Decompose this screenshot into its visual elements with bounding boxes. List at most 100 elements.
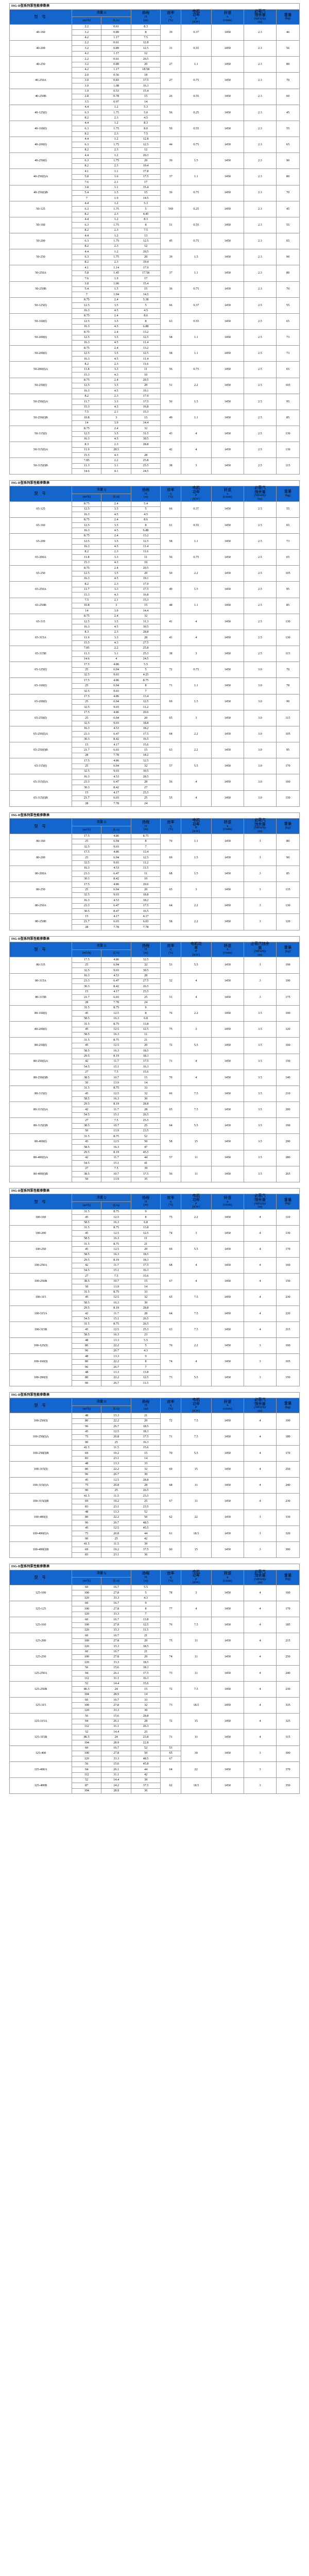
- cell-head: 4.3: [130, 1348, 161, 1354]
- cell-speed: 1450: [211, 1745, 244, 1762]
- cell-npsh: 3.5: [243, 1005, 277, 1022]
- cell-npsh: 3.0: [243, 662, 277, 679]
- cell-flow-m3h: 23.3: [72, 903, 102, 909]
- cell-model: 40-200: [9, 40, 73, 57]
- cell-speed: 1450: [211, 1429, 244, 1446]
- cell-speed: 1450: [211, 1761, 244, 1778]
- cell-flow-ls: 3.9: [101, 608, 131, 614]
- header-power-cn2: 功率: [192, 1573, 200, 1578]
- cell-weight: 115: [276, 646, 300, 663]
- cell-power: 2.2: [180, 913, 212, 930]
- cell-flow-m3h: 3.8: [72, 184, 102, 191]
- cell-flow-ls: 4.17: [101, 742, 131, 748]
- cell-efficiency: 55: [160, 790, 181, 807]
- cell-flow-m3h: 48: [72, 1509, 102, 1515]
- cell-flow-m3h: 58.5: [72, 1219, 102, 1226]
- cell-flow-ls: 1.2: [101, 200, 131, 207]
- cell-flow-ls: 13.3: [101, 1413, 131, 1419]
- cell-weight: 250: [276, 1461, 300, 1478]
- cell-power: 2.2: [180, 897, 212, 914]
- cell-flow-ls: 22.2: [101, 1418, 131, 1425]
- header-flow-ls: (L/s): [101, 1201, 131, 1210]
- cell-model: 125-125: [9, 1601, 73, 1618]
- cell-npsh: 4: [243, 1289, 277, 1306]
- cell-head: 12: [130, 147, 161, 154]
- cell-flow-m3h: 32.5: [72, 892, 102, 899]
- cell-efficiency: 66: [160, 501, 181, 518]
- cell-speed: 1450: [211, 152, 244, 170]
- cell-model: 80-200A: [9, 865, 73, 883]
- cell-flow-m3h: 8.2: [72, 393, 102, 400]
- cell-flow-ls: 12.5: [101, 1214, 131, 1221]
- header-power-sym: P: [195, 950, 197, 954]
- cell-flow-m3h: 8.75: [72, 613, 102, 620]
- cell-flow-m3h: 42: [72, 1311, 102, 1317]
- header-eff-sym: η: [169, 1199, 172, 1204]
- cell-flow-ls: 4.17: [101, 913, 131, 920]
- cell-weight: 65: [276, 313, 300, 330]
- table-row: 100-250 31.5 8.75 21 69 5.5 1450 4 170: [9, 1241, 300, 1258]
- cell-flow-m3h: 30.3: [72, 736, 102, 743]
- header-power-sym: P: [195, 16, 197, 21]
- cell-flow-m3h: 16.3: [72, 865, 102, 872]
- cell-efficiency: 74: [160, 1225, 181, 1242]
- cell-speed: 1450: [211, 426, 244, 443]
- header-npsh-unit: (m): [258, 953, 263, 957]
- header-head-cn: 扬程: [142, 487, 150, 492]
- cell-head: 11: [130, 1031, 161, 1038]
- cell-power: 4: [180, 1273, 212, 1290]
- cell-power: 5.5: [180, 957, 212, 974]
- table-row: 80-400(I)B 27 7.5 39 56 11 1450 3.5 265: [9, 1165, 300, 1182]
- cell-npsh: 2.3: [243, 184, 277, 201]
- header-flow-group: 流量 Q: [72, 486, 131, 494]
- cell-head: 39: [130, 1541, 161, 1548]
- cell-npsh: 3.0: [243, 693, 277, 710]
- cell-power: 18.5: [180, 1777, 212, 1794]
- cell-flow-m3h: 96: [72, 1364, 102, 1370]
- cell-head: 27.5: [130, 978, 161, 985]
- cell-flow-ls: 14.4: [101, 1681, 131, 1687]
- cell-efficiency: 65: [160, 882, 181, 899]
- cell-flow-ls: 0.83: [101, 77, 131, 84]
- cell-flow-m3h: 48: [72, 1413, 102, 1419]
- cell-efficiency: 51: [160, 989, 181, 1006]
- table-row: 125-400A 56 15.6 45.8 64 22 1450 3 370: [9, 1761, 300, 1778]
- cell-power: 4: [180, 613, 212, 630]
- cell-flow-m3h: 42: [72, 1107, 102, 1113]
- cell-head: 13.8: [130, 1369, 161, 1376]
- cell-head: 8.6: [130, 313, 161, 319]
- cell-speed: 1450: [211, 517, 244, 534]
- cell-flow-ls: 4: [101, 656, 131, 663]
- cell-flow-ls: 2.4: [101, 426, 131, 432]
- cell-flow-ls: 2.4: [101, 345, 131, 351]
- table-row: 50-315(I)B 7.85 2.2 25.8 38 3 1450 2.5 115: [9, 457, 300, 474]
- cell-flow-m3h: 54.5: [72, 1112, 102, 1118]
- cell-npsh: 2.5: [243, 409, 277, 427]
- cell-flow-m3h: 4.2: [72, 50, 102, 57]
- cell-weight: 95: [276, 393, 300, 410]
- cell-head: 31.5: [130, 431, 161, 437]
- cell-flow-m3h: 87: [72, 1783, 102, 1789]
- table-row: 65-315 8.75 2.4 32 41 4 1450 2.5 130: [9, 613, 300, 630]
- cell-head: 15: [130, 1075, 161, 1081]
- header-model: 型 号: [9, 1194, 73, 1210]
- cell-flow-ls: 6.03: [101, 747, 131, 753]
- cell-flow-m3h: 11.9: [72, 447, 102, 453]
- cell-power: 2.2: [180, 725, 212, 743]
- cell-model: 125-160: [9, 1617, 73, 1634]
- cell-flow-m3h: 17.5: [72, 662, 102, 668]
- header-npsh: 必需汽蚀余量(NPAH)r(m): [243, 1194, 277, 1210]
- cell-head: 15: [130, 1450, 161, 1456]
- cell-flow-ls: 0.53: [101, 88, 131, 94]
- cell-flow-ls: 33.3: [101, 1627, 131, 1634]
- cell-speed: 1450: [211, 1713, 244, 1730]
- cell-head: 13.8: [130, 1021, 161, 1027]
- cell-speed: 1450: [211, 88, 244, 105]
- cell-power: 0.55: [180, 517, 212, 534]
- header-npsh-cn: 必需汽蚀余: [250, 942, 269, 946]
- cell-head: 17.9: [130, 393, 161, 400]
- cell-head: 12.5: [130, 699, 161, 705]
- header-head: 扬程 H (m): [130, 818, 161, 834]
